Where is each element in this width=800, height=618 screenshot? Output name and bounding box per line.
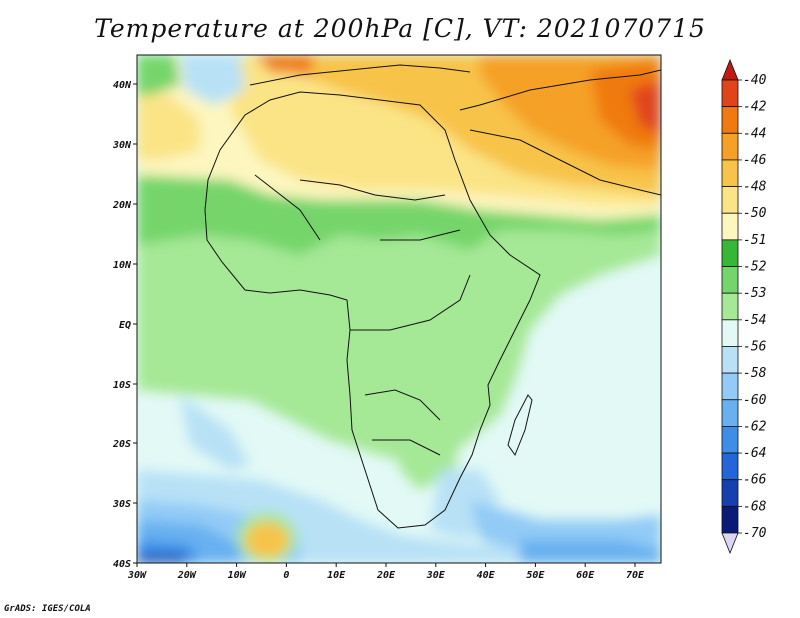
colorbar-label: -40: [743, 73, 767, 88]
lon-tick-label: 70E: [626, 570, 645, 581]
colorbar-label: -52: [743, 260, 767, 275]
lon-tick-label: 20W: [177, 570, 197, 581]
colorbar-swatch: [721, 159, 739, 187]
colorbar-label: -56: [743, 339, 767, 354]
colorbar-swatch: [721, 505, 739, 534]
colorbar-swatch: [721, 426, 739, 454]
lon-tick-label: 20E: [376, 570, 396, 581]
lat-tick-label: 40S: [113, 559, 131, 570]
lon-tick-label: 0: [283, 570, 289, 581]
colorbar-label: -51: [743, 233, 766, 248]
colorbar-label: -48: [743, 180, 767, 195]
lat-tick-label: 40N: [113, 80, 132, 91]
colorbar-label: -62: [743, 419, 767, 434]
colorbar-label: -60: [743, 393, 767, 408]
colorbar-swatch: [721, 346, 739, 374]
colorbar-label: -42: [743, 100, 767, 115]
lon-tick-label: 50E: [526, 570, 545, 581]
map-title: Temperature at 200hPa [C], VT: 202107071…: [94, 14, 706, 43]
colorbar-swatch: [721, 212, 739, 241]
colorbar-label: -53: [743, 286, 766, 301]
colorbar-label: -44: [743, 126, 766, 141]
longitude-axis: 30W 20W 10W 0 10E 20E 30E 40E 50E 60E 70E: [127, 563, 645, 581]
colorbar-label: -66: [743, 473, 767, 488]
colorbar: -40 -42 -44 -46 -48 -50 -51 -52 -53 -54 -56 -58 -60 -…: [721, 58, 767, 555]
plot-frame: [136, 54, 662, 564]
lon-tick-label: 40E: [477, 570, 496, 581]
colorbar-swatch: [721, 132, 739, 161]
colorbar-swatch: [721, 266, 739, 294]
lat-tick-label: 10S: [113, 380, 131, 391]
lat-tick-label: 20N: [112, 200, 132, 211]
colorbar-label: -70: [743, 526, 767, 541]
lat-tick-label: 10N: [113, 260, 132, 271]
colorbar-swatch: [721, 106, 739, 134]
colorbar-swatch: [721, 319, 739, 347]
colorbar-label: -54: [743, 313, 766, 328]
colorbar-top-arrow: [721, 58, 739, 81]
colorbar-swatch: [721, 292, 739, 321]
lat-tick-label: 30N: [112, 140, 132, 151]
colorbar-swatch: [721, 372, 739, 401]
colorbar-label: -58: [743, 366, 767, 381]
lat-tick-label: EQ: [119, 320, 131, 331]
colorbar-swatch: [721, 452, 739, 481]
latitude-axis: 40N 30N 20N 10N EQ 10S 20S 30S 40S: [112, 80, 137, 570]
lon-tick-label: 10E: [327, 570, 346, 581]
lon-tick-label: 30W: [127, 570, 147, 581]
lon-tick-label: 10W: [228, 570, 247, 581]
lat-tick-label: 20S: [112, 439, 131, 450]
colorbar-swatch: [721, 399, 739, 427]
colorbar-swatch: [721, 479, 739, 507]
colorbar-label: -46: [743, 153, 767, 168]
lon-tick-label: 60E: [576, 570, 595, 581]
temperature-field: [137, 55, 661, 563]
colorbar-swatch: [721, 186, 739, 214]
colorbar-bottom-arrow: [721, 532, 739, 555]
coastlines: [204, 64, 661, 529]
lon-tick-label: 30E: [426, 570, 446, 581]
colorbar-label: -50: [743, 206, 767, 221]
colorbar-swatch: [721, 239, 739, 267]
grads-credit: GrADS: IGES/COLA: [4, 604, 91, 614]
lat-tick-label: 30S: [112, 499, 131, 510]
colorbar-label: -68: [743, 499, 767, 514]
colorbar-label: -64: [743, 446, 766, 461]
colorbar-swatch: [721, 79, 739, 108]
